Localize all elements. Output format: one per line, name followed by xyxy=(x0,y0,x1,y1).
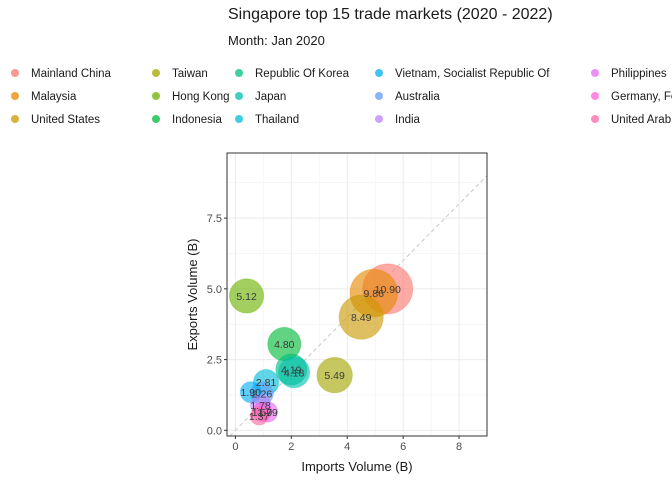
x-tick-label: 6 xyxy=(400,441,406,453)
legend-key xyxy=(235,114,243,123)
legend-label: Thailand xyxy=(255,114,300,126)
data-point xyxy=(316,356,353,394)
legend-key xyxy=(591,91,599,100)
legend-label: Republic Of Korea xyxy=(255,68,349,80)
data-point xyxy=(338,294,384,340)
legend-label: Indonesia xyxy=(172,114,222,126)
legend-item: Germany, Fed xyxy=(588,89,672,105)
legend-key xyxy=(375,114,383,123)
data-label: 2.81 xyxy=(256,377,277,389)
data-point xyxy=(278,356,311,389)
data-label: 1.79 xyxy=(257,407,278,419)
legend-label: India xyxy=(395,114,420,126)
x-tick-label: 8 xyxy=(456,441,462,453)
y-tick-label: 0.0 xyxy=(207,425,222,437)
legend-key xyxy=(11,114,19,123)
legend-item: Malaysia xyxy=(8,89,76,105)
legend-label: United States xyxy=(31,114,101,126)
x-tick-label: 4 xyxy=(344,441,350,453)
data-label: 1.90 xyxy=(241,387,262,399)
legend-key xyxy=(11,68,19,77)
x-tick-label: 0 xyxy=(232,441,238,453)
data-point xyxy=(228,278,265,314)
legend-key xyxy=(235,68,243,77)
legend-label: Japan xyxy=(255,91,287,103)
legend-item: United Arab E xyxy=(588,112,672,128)
data-label: 9.86 xyxy=(364,288,385,300)
data-label: 1.78 xyxy=(250,400,271,412)
legend-key xyxy=(152,114,160,123)
data-label: 2.26 xyxy=(252,389,273,401)
legend-item: Hong Kong xyxy=(149,89,230,105)
legend-item: United States xyxy=(8,112,100,128)
data-label: 5.49 xyxy=(324,370,345,382)
legend-key xyxy=(375,68,383,77)
legend-label: Germany, Fed xyxy=(611,91,672,103)
plot-border xyxy=(226,152,488,437)
x-tick-label: 2 xyxy=(288,441,294,453)
legend-label: Philippines xyxy=(611,68,667,80)
legend-item: Thailand xyxy=(232,112,299,128)
legend-item: India xyxy=(372,112,420,128)
chart-title: Singapore top 15 trade markets (2020 - 2… xyxy=(228,6,553,23)
legend-item: Indonesia xyxy=(149,112,222,128)
legend: Mainland China Malaysia United States Taiwa… xyxy=(8,66,672,136)
legend-key xyxy=(152,68,160,77)
legend-key xyxy=(11,91,19,100)
legend-item: Republic Of Korea xyxy=(232,66,349,82)
legend-item: Japan xyxy=(232,89,286,105)
y-tick-label: 5.0 xyxy=(207,284,222,296)
data-label: 1.59 xyxy=(252,407,273,419)
legend-key xyxy=(591,68,599,77)
data-label: 4.19 xyxy=(281,364,302,376)
legend-key xyxy=(591,114,599,123)
data-label: 10.90 xyxy=(375,284,401,296)
legend-item: Taiwan xyxy=(149,66,208,82)
x-axis-title: Imports Volume (B) xyxy=(301,459,412,474)
legend-label: Australia xyxy=(395,91,440,103)
legend-key xyxy=(235,91,243,100)
legend-label: United Arab E xyxy=(611,114,672,126)
data-point xyxy=(249,406,269,426)
data-label: 1.37 xyxy=(249,411,270,423)
data-label: 4.18 xyxy=(284,367,305,379)
legend-item: Philippines xyxy=(588,66,667,82)
data-label: 5.12 xyxy=(236,291,257,303)
legend-label: Malaysia xyxy=(31,91,77,103)
legend-item: Vietnam, Socialist Republic Of xyxy=(372,66,549,82)
y-tick-label: 2.5 xyxy=(207,355,222,367)
y-tick-label: 7.5 xyxy=(207,213,222,225)
legend-key xyxy=(375,91,383,100)
legend-label: Taiwan xyxy=(172,68,208,80)
y-axis-title: Exports Volume (B) xyxy=(185,239,200,351)
legend-item: Mainland China xyxy=(8,66,111,82)
chart-subtitle: Month: Jan 2020 xyxy=(228,33,325,48)
legend-key xyxy=(152,91,160,100)
legend-label: Vietnam, Socialist Republic Of xyxy=(395,68,550,80)
legend-item: Australia xyxy=(372,89,440,105)
data-label: 8.49 xyxy=(351,312,372,324)
legend-label: Hong Kong xyxy=(172,91,230,103)
data-label: 4.80 xyxy=(274,339,295,351)
legend-label: Mainland China xyxy=(31,68,111,80)
